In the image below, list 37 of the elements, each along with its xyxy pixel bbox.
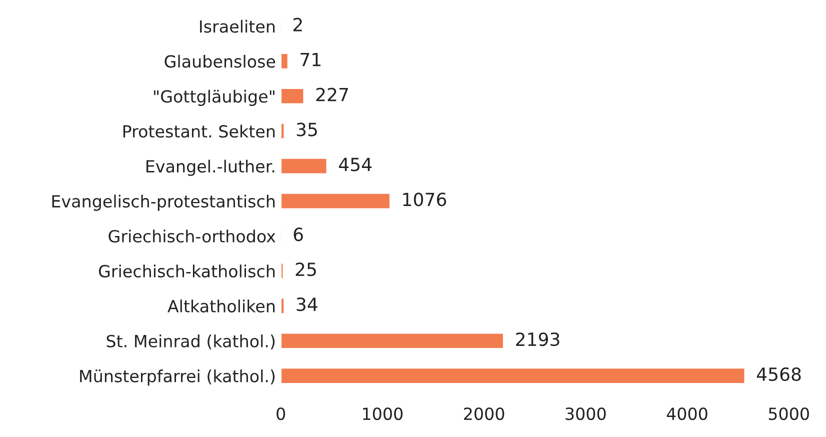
data-label: 2 bbox=[293, 18, 302, 32]
data-label: 35 bbox=[296, 122, 317, 136]
y-tick-label: Evangel.-luther. bbox=[146, 160, 274, 176]
data-label: 227 bbox=[316, 88, 348, 102]
x-tick-label: 2000 bbox=[464, 407, 504, 420]
y-tick-label: Griechisch-orthodox bbox=[108, 230, 276, 243]
bar bbox=[280, 122, 286, 140]
data-label: 34 bbox=[296, 297, 318, 312]
data-label: 1076 bbox=[403, 192, 446, 206]
y-tick-label: Münsterpfarrei (kathol.) bbox=[80, 369, 275, 386]
data-label: 454 bbox=[338, 158, 372, 172]
x-tick-label: 3000 bbox=[566, 407, 606, 420]
y-tick-label: Evangelisch-protestantisch bbox=[52, 194, 275, 211]
bar bbox=[280, 367, 746, 384]
data-label: 2193 bbox=[516, 332, 560, 346]
bar bbox=[280, 262, 284, 280]
data-label: 4568 bbox=[756, 367, 801, 382]
x-tick-label: 0 bbox=[276, 407, 286, 420]
bar bbox=[280, 52, 289, 70]
y-tick-label: Protestant. Sekten bbox=[123, 124, 275, 138]
data-label: 71 bbox=[300, 53, 320, 66]
data-label: 6 bbox=[294, 228, 303, 242]
y-tick-label: Glaubenslose bbox=[164, 54, 276, 68]
data-label: 25 bbox=[296, 262, 316, 276]
bar bbox=[280, 88, 305, 105]
y-tick-label: Israeliten bbox=[200, 20, 275, 33]
bar bbox=[280, 332, 504, 350]
x-tick-label: 5000 bbox=[768, 407, 809, 420]
y-tick-label: Griechisch-katholisch bbox=[98, 264, 275, 278]
x-tick-label: 1000 bbox=[363, 407, 403, 420]
y-tick-label: St. Meinrad (kathol.) bbox=[106, 334, 275, 350]
y-tick-label: Altkatholiken bbox=[168, 300, 275, 312]
x-tick-label: 4000 bbox=[666, 407, 708, 420]
bar bbox=[280, 192, 391, 210]
y-tick-label: "Gottgläubige" bbox=[154, 90, 274, 106]
bar bbox=[280, 297, 285, 314]
bar bbox=[280, 158, 328, 175]
